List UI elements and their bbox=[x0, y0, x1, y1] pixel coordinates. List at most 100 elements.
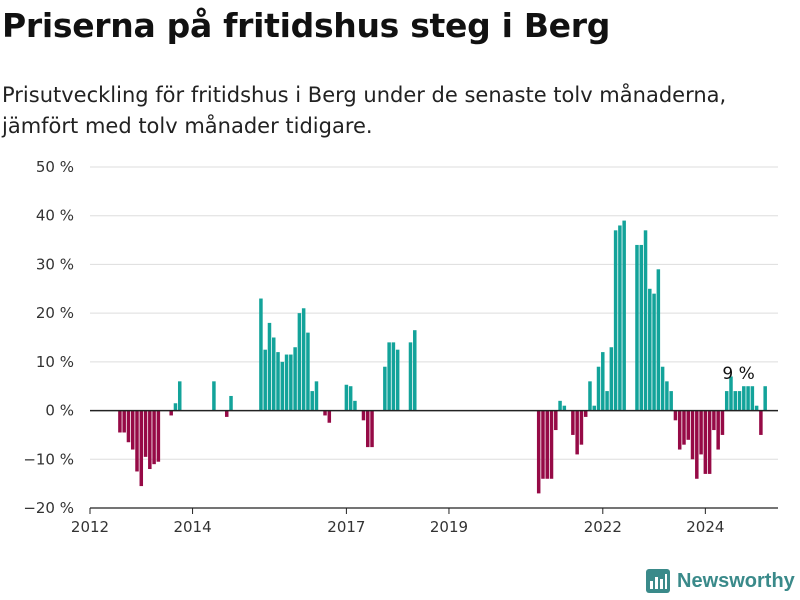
bar-2022-06 bbox=[622, 220, 626, 411]
bar-2024-08 bbox=[733, 391, 738, 411]
bar-2021-04 bbox=[562, 405, 567, 411]
bar-2016-08 bbox=[323, 410, 327, 416]
bar-2024-10 bbox=[742, 386, 746, 411]
bar-2016-03 bbox=[301, 308, 306, 411]
bar-2022-09 bbox=[635, 244, 639, 411]
bar-2020-12 bbox=[545, 410, 549, 479]
bar-2013-01 bbox=[139, 410, 144, 487]
bar-2017-07 bbox=[370, 410, 374, 448]
bar-2015-12 bbox=[289, 354, 293, 411]
x-tick-label: 2019 bbox=[430, 518, 468, 536]
bar-2013-10 bbox=[177, 381, 182, 411]
bar-2025-01 bbox=[754, 405, 759, 411]
x-tick-label: 2024 bbox=[686, 518, 724, 536]
bar-2024-06 bbox=[724, 391, 729, 411]
x-tick-label: 2017 bbox=[327, 518, 365, 536]
y-tick-label: −10 % bbox=[23, 450, 74, 468]
bar-2016-05 bbox=[310, 391, 314, 411]
bar-2014-10 bbox=[229, 395, 233, 411]
bar-2022-01 bbox=[601, 352, 605, 411]
bar-2013-03 bbox=[148, 410, 152, 470]
bar-2013-08 bbox=[169, 410, 173, 416]
bar-2021-11 bbox=[592, 405, 596, 411]
bar-2024-05 bbox=[720, 410, 725, 435]
bar-2016-02 bbox=[297, 313, 302, 411]
newsworthy-logo-icon bbox=[646, 569, 670, 593]
brand-logo: Newsworthy bbox=[645, 568, 795, 594]
y-tick-label: −20 % bbox=[23, 499, 74, 517]
bar-2012-08 bbox=[118, 410, 122, 433]
y-tick-label: 10 % bbox=[36, 353, 74, 371]
bar-2012-12 bbox=[135, 410, 139, 472]
bar-2024-12 bbox=[750, 386, 755, 411]
chart-subtitle: Prisutveckling för fritidshus i Berg und… bbox=[2, 83, 727, 138]
bar-2024-03 bbox=[712, 410, 716, 431]
bar-2022-03 bbox=[609, 347, 614, 411]
bar-2022-11 bbox=[643, 230, 648, 411]
bar-2025-03 bbox=[763, 386, 767, 411]
bar-2023-02 bbox=[656, 269, 661, 411]
bar-2024-09 bbox=[737, 391, 742, 411]
bar-2016-04 bbox=[306, 332, 310, 411]
bar-2016-01 bbox=[293, 347, 297, 411]
bar-2012-10 bbox=[126, 410, 131, 443]
y-tick-label: 0 % bbox=[45, 402, 74, 420]
chart-title: Priserna på fritidshus steg i Berg bbox=[2, 6, 611, 45]
bar-2015-05 bbox=[259, 298, 263, 411]
x-tick-label: 2012 bbox=[71, 518, 109, 536]
bar-2023-10 bbox=[690, 410, 695, 460]
x-axis: 2012 2014 2017 2019 2022 2024 bbox=[71, 507, 778, 536]
bar-2023-09 bbox=[686, 410, 691, 440]
bar-2015-07 bbox=[267, 322, 272, 411]
bar-2012-09 bbox=[122, 410, 126, 433]
bar-2015-11 bbox=[284, 354, 289, 411]
bar-2024-01 bbox=[703, 410, 708, 474]
x-tick-label: 2022 bbox=[584, 518, 622, 536]
brand-name: Newsworthy bbox=[677, 569, 795, 592]
bar-2023-06 bbox=[673, 410, 678, 421]
bar-2018-05 bbox=[413, 330, 417, 411]
bar-2018-04 bbox=[408, 342, 413, 411]
bar-2021-02 bbox=[554, 410, 558, 431]
bar-2021-03 bbox=[558, 400, 562, 411]
y-tick-label: 30 % bbox=[36, 255, 74, 273]
grid-lines bbox=[90, 166, 778, 509]
x-tick-label: 2014 bbox=[173, 518, 211, 536]
bar-2013-02 bbox=[143, 410, 148, 457]
bar-2016-09 bbox=[327, 410, 332, 423]
bar-2014-09 bbox=[224, 410, 229, 417]
bars bbox=[118, 220, 767, 494]
bar-2021-07 bbox=[575, 410, 579, 455]
bar-2023-05 bbox=[669, 391, 673, 411]
bar-2022-12 bbox=[648, 288, 652, 411]
bar-2013-05 bbox=[156, 410, 161, 462]
bar-2021-09 bbox=[583, 410, 588, 417]
bar-2022-05 bbox=[618, 225, 622, 411]
bar-2023-01 bbox=[652, 293, 656, 411]
last-value-annotation: 9 % bbox=[722, 364, 754, 384]
bar-2020-11 bbox=[541, 410, 545, 479]
y-tick-label: 40 % bbox=[36, 207, 74, 225]
bar-2017-11 bbox=[387, 342, 391, 411]
annotations: 9 % bbox=[722, 364, 754, 384]
bar-2013-09 bbox=[173, 403, 178, 411]
bar-2023-12 bbox=[699, 410, 703, 455]
bar-2023-04 bbox=[665, 381, 669, 411]
bar-2022-02 bbox=[605, 391, 609, 411]
y-axis-ticks: −20 % −10 % 0 % 10 % 20 % 30 % 40 % 50 % bbox=[23, 158, 74, 517]
bar-2021-12 bbox=[596, 366, 601, 411]
bar-2017-06 bbox=[366, 410, 370, 448]
bar-2025-02 bbox=[759, 410, 763, 435]
bar-2024-02 bbox=[707, 410, 712, 474]
y-tick-label: 50 % bbox=[36, 158, 74, 176]
bar-2016-06 bbox=[314, 381, 319, 411]
bar-2022-04 bbox=[613, 230, 618, 411]
y-tick-label: 20 % bbox=[36, 304, 74, 322]
bar-2021-08 bbox=[579, 410, 584, 445]
bar-2021-01 bbox=[549, 410, 554, 479]
bar-2024-07 bbox=[729, 376, 733, 411]
bar-2022-10 bbox=[639, 244, 643, 411]
bar-2017-01 bbox=[344, 384, 349, 411]
bar-2024-11 bbox=[746, 386, 750, 411]
